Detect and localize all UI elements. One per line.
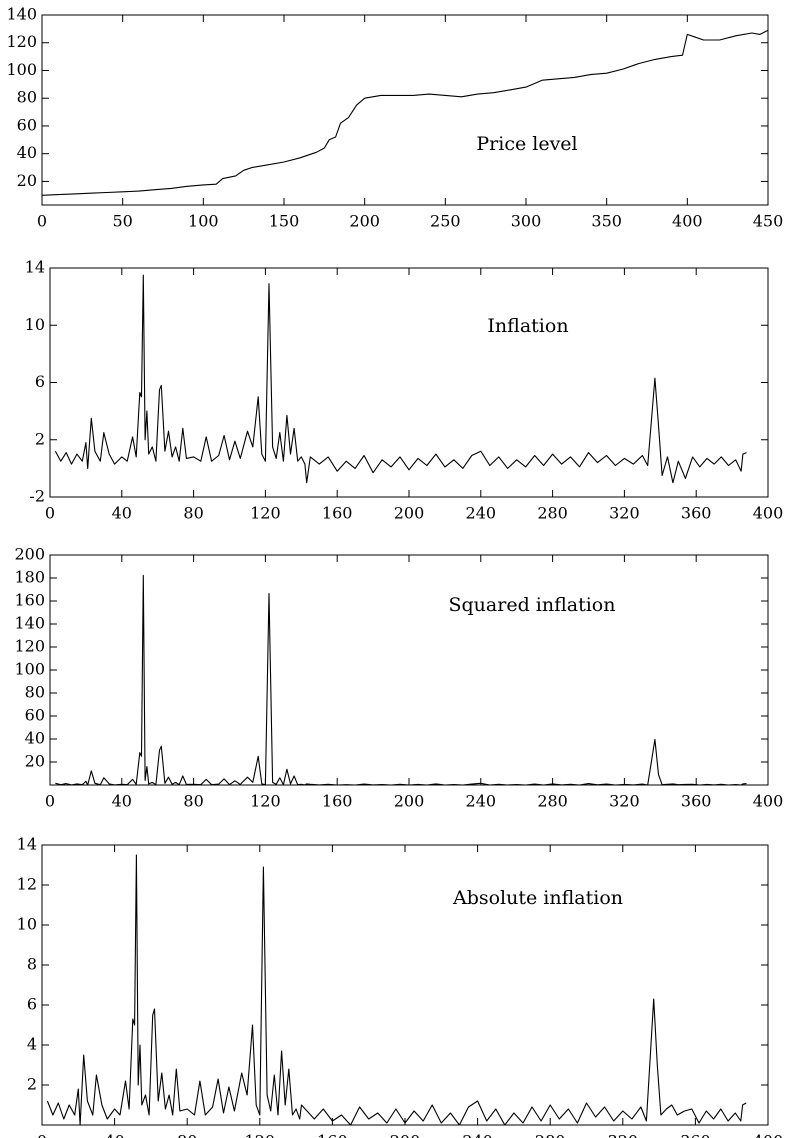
y-tick-label: -2 [29,487,45,506]
plot-area [46,854,747,1125]
x-tick-label: 280 [535,1132,566,1138]
x-tick-label: 250 [430,212,461,231]
x-tick-label: 400 [753,1132,784,1138]
y-tick-label: 12 [17,875,37,894]
y-tick-label: 200 [14,545,45,564]
x-tick-label: 200 [394,792,425,811]
x-tick-label: 350 [591,212,622,231]
y-tick-label: 160 [14,591,45,610]
y-tick-label: 20 [17,171,37,190]
x-tick-label: 160 [322,504,353,523]
x-tick-label: 300 [511,212,542,231]
y-tick-label: 14 [17,835,37,854]
x-tick-label: 450 [753,212,784,231]
data-line [46,854,747,1125]
y-tick-label: 10 [25,315,45,334]
y-tick-label: 10 [17,915,37,934]
x-tick-label: 200 [394,504,425,523]
x-tick-label: 320 [609,504,640,523]
x-tick-label: 100 [188,212,219,231]
x-tick-label: 280 [537,504,568,523]
y-tick-label: 60 [25,706,45,725]
y-tick-label: 8 [27,955,37,974]
data-line [54,274,747,484]
x-tick-label: 160 [322,792,353,811]
data-line [42,29,768,196]
y-tick-label: 6 [27,995,37,1014]
y-tick-label: 6 [35,372,45,391]
x-tick-label: 320 [608,1132,639,1138]
x-tick-label: 0 [37,1132,47,1138]
x-tick-label: 120 [250,504,281,523]
chart-title: Absolute inflation [452,887,623,909]
y-tick-label: 80 [17,88,37,107]
x-tick-label: 360 [681,504,712,523]
x-tick-label: 150 [269,212,300,231]
y-tick-label: 4 [27,1035,37,1054]
y-tick-label: 40 [17,143,37,162]
x-tick-label: 40 [112,792,132,811]
x-tick-label: 200 [349,212,380,231]
y-tick-label: 2 [35,429,45,448]
y-tick-label: 60 [17,115,37,134]
x-tick-label: 240 [462,1132,493,1138]
y-tick-label: 180 [14,568,45,587]
x-tick-label: 120 [250,792,281,811]
chart-title: Squared inflation [449,594,616,616]
x-tick-label: 160 [317,1132,348,1138]
x-tick-label: 400 [672,212,703,231]
x-tick-label: 280 [537,792,568,811]
plot-area [55,574,747,785]
x-tick-label: 80 [177,1132,197,1138]
y-tick-label: 120 [6,32,37,51]
x-tick-label: 120 [245,1132,276,1138]
x-tick-label: 200 [390,1132,421,1138]
x-tick-label: 0 [45,792,55,811]
x-tick-label: 360 [681,792,712,811]
x-tick-label: 360 [680,1132,711,1138]
plot-frame [49,267,769,498]
x-tick-label: 80 [183,504,203,523]
y-tick-label: 80 [25,683,45,702]
x-tick-label: 80 [183,792,203,811]
x-tick-label: 50 [112,212,132,231]
y-tick-label: 14 [25,258,45,277]
chart-title: Inflation [487,315,568,337]
x-tick-label: 0 [45,504,55,523]
x-tick-label: 0 [37,212,47,231]
plot-frame [49,554,769,786]
x-tick-label: 240 [466,792,497,811]
chart-title: Price level [476,133,577,155]
y-tick-label: 100 [6,60,37,79]
y-tick-label: 140 [14,614,45,633]
y-tick-label: 120 [14,637,45,656]
x-tick-label: 400 [753,504,784,523]
plot-area [54,274,747,484]
x-tick-label: 240 [466,504,497,523]
y-tick-label: 20 [25,752,45,771]
plot-area [42,29,768,196]
y-tick-label: 100 [14,660,45,679]
data-line [55,574,747,785]
x-tick-label: 40 [104,1132,124,1138]
y-tick-label: 40 [25,729,45,748]
x-tick-label: 40 [112,504,132,523]
y-tick-label: 140 [6,5,37,24]
x-tick-label: 400 [753,792,784,811]
y-tick-label: 2 [27,1075,37,1094]
plot-frame [41,14,769,206]
x-tick-label: 320 [609,792,640,811]
